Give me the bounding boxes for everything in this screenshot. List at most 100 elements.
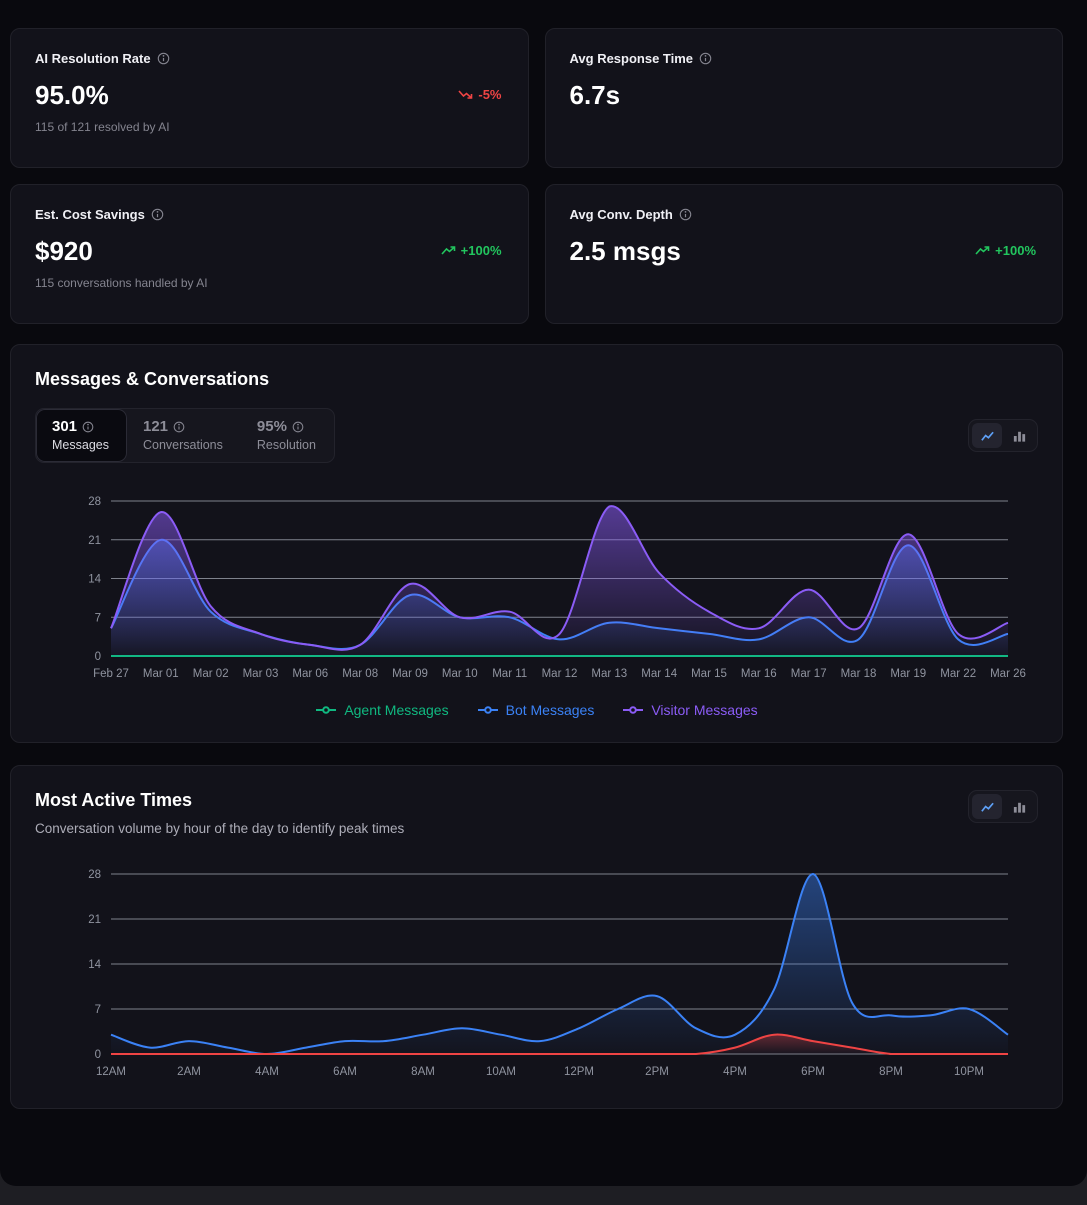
line-dot-icon (623, 706, 644, 714)
svg-text:21: 21 (88, 914, 101, 926)
svg-text:Mar 08: Mar 08 (342, 668, 378, 680)
svg-text:Mar 14: Mar 14 (641, 668, 677, 680)
svg-text:Feb 27: Feb 27 (93, 668, 129, 680)
svg-text:14: 14 (88, 574, 101, 586)
legend-item-agent-messages[interactable]: Agent Messages (315, 702, 449, 718)
svg-text:4PM: 4PM (723, 1066, 747, 1078)
info-icon[interactable] (292, 421, 304, 433)
svg-text:Mar 11: Mar 11 (492, 668, 527, 680)
stat-title: Avg Conv. Depth (569, 207, 673, 222)
stat-title: Avg Response Time (569, 51, 694, 66)
stat-delta: +100% (975, 243, 1036, 258)
tab-label: Resolution (256, 438, 316, 452)
active-times-chart[interactable]: 0 7 14 21 28 12AM 2AM 4AM 6AM 8AM 10AM 12PM 2PM 4PM 6P… (35, 864, 1038, 1084)
svg-text:Mar 12: Mar 12 (542, 668, 578, 680)
svg-text:Mar 02: Mar 02 (193, 668, 229, 680)
stat-delta-value: -5% (478, 87, 502, 102)
bar-chart-toggle-button[interactable] (1004, 794, 1034, 819)
info-icon[interactable] (82, 421, 94, 433)
svg-text:Mar 26: Mar 26 (990, 668, 1026, 680)
trending-up-icon (441, 244, 456, 257)
svg-text:Mar 03: Mar 03 (243, 668, 279, 680)
svg-text:7: 7 (95, 612, 101, 624)
line-chart-toggle-button[interactable] (972, 423, 1002, 448)
tab-label: Messages (52, 438, 109, 452)
svg-text:Mar 15: Mar 15 (691, 668, 727, 680)
stat-value: $920 (35, 236, 93, 266)
most-active-times-card: Most Active Times Conversation volume by… (10, 765, 1063, 1109)
info-icon[interactable] (679, 208, 692, 221)
stat-subtitle: 115 of 121 resolved by AI (35, 120, 170, 134)
svg-text:Mar 19: Mar 19 (890, 668, 926, 680)
svg-text:6PM: 6PM (801, 1066, 825, 1078)
stat-card-ai-resolution-rate: AI Resolution Rate 95.0% 115 of 121 reso… (10, 28, 529, 168)
line-chart-toggle-button[interactable] (972, 794, 1002, 819)
info-icon[interactable] (157, 52, 170, 65)
stat-value: 2.5 msgs (569, 236, 681, 266)
svg-text:28: 28 (88, 869, 101, 881)
svg-text:Mar 01: Mar 01 (143, 668, 179, 680)
stat-title: Est. Cost Savings (35, 207, 145, 222)
svg-text:Mar 13: Mar 13 (591, 668, 627, 680)
legend-label: Agent Messages (344, 702, 449, 718)
stat-card-est-cost-savings: Est. Cost Savings $920 115 conversations… (10, 184, 529, 324)
stat-title: AI Resolution Rate (35, 51, 151, 66)
legend-label: Bot Messages (505, 702, 595, 718)
stat-delta-value: +100% (460, 243, 502, 258)
svg-text:10AM: 10AM (486, 1066, 516, 1078)
info-icon[interactable] (699, 52, 712, 65)
chart-type-toggle (968, 790, 1038, 823)
trending-down-icon (458, 88, 473, 101)
svg-text:0: 0 (95, 651, 101, 663)
line-chart-icon (980, 802, 994, 812)
tab-value: 121 (142, 418, 169, 435)
svg-text:Mar 18: Mar 18 (841, 668, 877, 680)
svg-text:21: 21 (88, 535, 101, 547)
svg-text:4AM: 4AM (255, 1066, 279, 1078)
svg-text:0: 0 (95, 1049, 101, 1061)
section-title: Most Active Times (35, 790, 193, 810)
tab-resolution[interactable]: 95% Resolution (241, 409, 334, 462)
stats-grid: AI Resolution Rate 95.0% 115 of 121 reso… (10, 28, 1063, 324)
tab-label: Conversations (142, 438, 223, 452)
stat-delta: -5% (458, 87, 502, 102)
messages-conversations-card: Messages & Conversations 301 Messages 12… (10, 344, 1063, 743)
stat-subtitle: 115 conversations handled by AI (35, 276, 208, 290)
legend-item-bot-messages[interactable]: Bot Messages (477, 702, 595, 718)
svg-text:Mar 10: Mar 10 (442, 668, 478, 680)
svg-text:2AM: 2AM (177, 1066, 201, 1078)
svg-text:10PM: 10PM (954, 1066, 984, 1078)
legend-item-visitor-messages[interactable]: Visitor Messages (622, 702, 758, 718)
bar-chart-toggle-button[interactable] (1004, 423, 1034, 448)
svg-text:Mar 06: Mar 06 (292, 668, 328, 680)
stat-delta: +100% (441, 243, 502, 258)
messages-chart[interactable]: 0 7 14 21 28 Feb 27 Mar 01 Mar 02 Mar 03 Mar 06 Ma… (35, 491, 1038, 686)
svg-text:Mar 22: Mar 22 (940, 668, 976, 680)
tab-messages[interactable]: 301 Messages (36, 409, 127, 462)
stat-value: 6.7s (569, 80, 621, 110)
svg-text:28: 28 (88, 496, 101, 508)
section-subtitle: Conversation volume by hour of the day t… (35, 821, 405, 836)
line-dot-icon (477, 706, 498, 714)
tab-value: 95% (256, 418, 287, 435)
tab-conversations[interactable]: 121 Conversations (127, 409, 241, 462)
section-title: Messages & Conversations (35, 369, 270, 389)
svg-text:Mar 09: Mar 09 (392, 668, 428, 680)
legend-label: Visitor Messages (651, 702, 758, 718)
info-icon[interactable] (151, 208, 164, 221)
svg-text:12PM: 12PM (564, 1066, 594, 1078)
svg-text:7: 7 (95, 1004, 101, 1016)
info-icon[interactable] (173, 421, 185, 433)
svg-text:6AM: 6AM (333, 1066, 357, 1078)
svg-text:Mar 16: Mar 16 (741, 668, 777, 680)
stat-delta-value: +100% (995, 243, 1036, 258)
svg-text:12AM: 12AM (96, 1066, 126, 1078)
chart-type-toggle (968, 419, 1038, 452)
chart-legend: Agent Messages Bot Messages Visitor Mess… (35, 702, 1038, 718)
tab-value: 301 (52, 418, 78, 435)
stat-card-avg-response-time: Avg Response Time 6.7s (544, 28, 1063, 168)
svg-text:8AM: 8AM (411, 1066, 435, 1078)
svg-text:8PM: 8PM (879, 1066, 903, 1078)
line-chart-icon (980, 431, 994, 441)
